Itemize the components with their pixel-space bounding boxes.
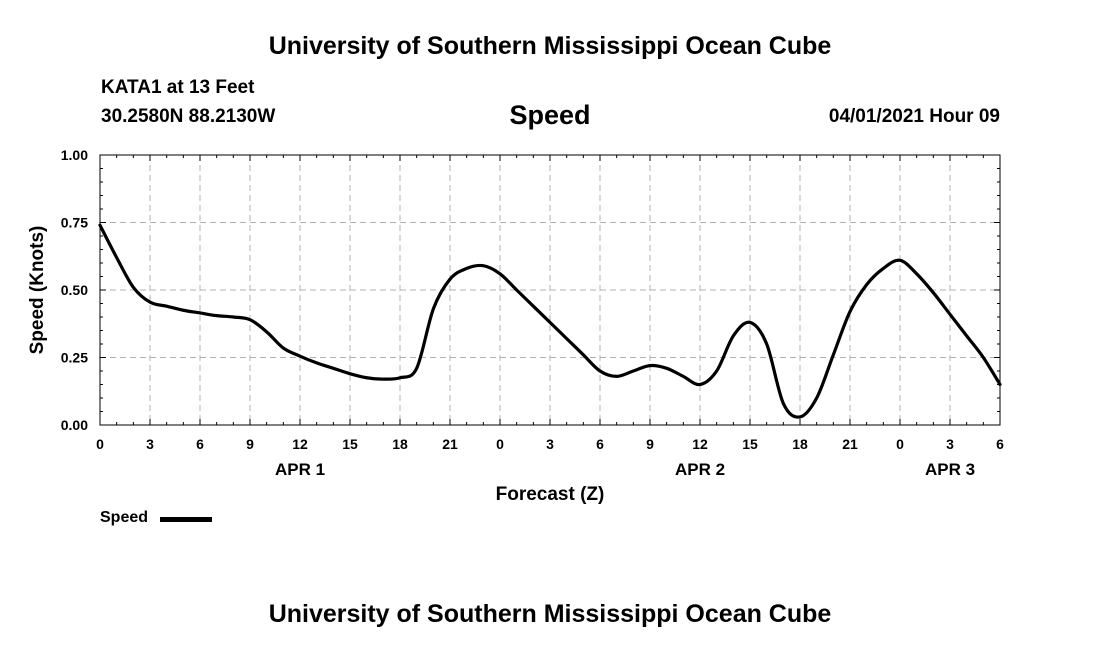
date-label: APR 2 — [675, 460, 725, 479]
station-label: KATA1 at 13 Feet — [101, 77, 255, 98]
x-tick-label: 3 — [546, 436, 554, 452]
plot-frame — [99, 154, 1001, 426]
chart-title: Speed — [509, 100, 591, 130]
y-tick-label: 0.50 — [61, 282, 88, 298]
x-tick-label: 21 — [442, 436, 458, 452]
y-tick-labels: 0.00 0.25 0.50 0.75 1.00 — [61, 147, 88, 433]
x-tick-label: 0 — [96, 436, 104, 452]
date-label: APR 1 — [275, 460, 325, 479]
y-tick-label: 0.25 — [61, 350, 88, 366]
x-tick-label: 15 — [342, 436, 358, 452]
date-labels: APR 1 APR 2 APR 3 — [275, 460, 975, 479]
date-label: APR 3 — [925, 460, 975, 479]
x-tick-label: 6 — [996, 436, 1004, 452]
y-axis-label: Speed (Knots) — [27, 226, 48, 355]
grid-lines — [100, 155, 1000, 425]
x-axis-label: Forecast (Z) — [496, 484, 605, 505]
x-tick-label: 3 — [146, 436, 154, 452]
org-title-top: University of Southern Mississippi Ocean… — [268, 32, 832, 60]
x-tick-labels: 0 3 6 9 12 15 18 21 0 3 6 9 12 15 18 21 0 3 6 — [96, 436, 1004, 452]
x-tick-label: 12 — [692, 436, 708, 452]
x-tick-label: 0 — [896, 436, 904, 452]
y-tick-label: 0.00 — [61, 417, 88, 433]
forecast-datetime: 04/01/2021 Hour 09 — [828, 106, 1000, 127]
y-tick-label: 0.75 — [61, 215, 88, 231]
x-tick-label: 21 — [842, 436, 858, 452]
x-tick-label: 6 — [596, 436, 604, 452]
org-title-bottom: University of Southern Mississippi Ocean… — [268, 600, 832, 628]
x-tick-label: 0 — [496, 436, 504, 452]
series-line-speed — [98, 223, 1002, 419]
y-tick-label: 1.00 — [61, 147, 88, 163]
x-tick-label: 15 — [742, 436, 758, 452]
x-tick-label: 9 — [246, 436, 254, 452]
x-tick-label: 18 — [792, 436, 808, 452]
x-tick-label: 18 — [392, 436, 408, 452]
x-tick-label: 12 — [292, 436, 308, 452]
legend-swatch — [160, 517, 212, 522]
station-coordinates: 30.2580N 88.2130W — [101, 106, 276, 127]
x-tick-label: 6 — [196, 436, 204, 452]
x-tick-label: 3 — [946, 436, 954, 452]
legend-label: Speed — [100, 509, 149, 526]
x-tick-label: 9 — [646, 436, 654, 452]
